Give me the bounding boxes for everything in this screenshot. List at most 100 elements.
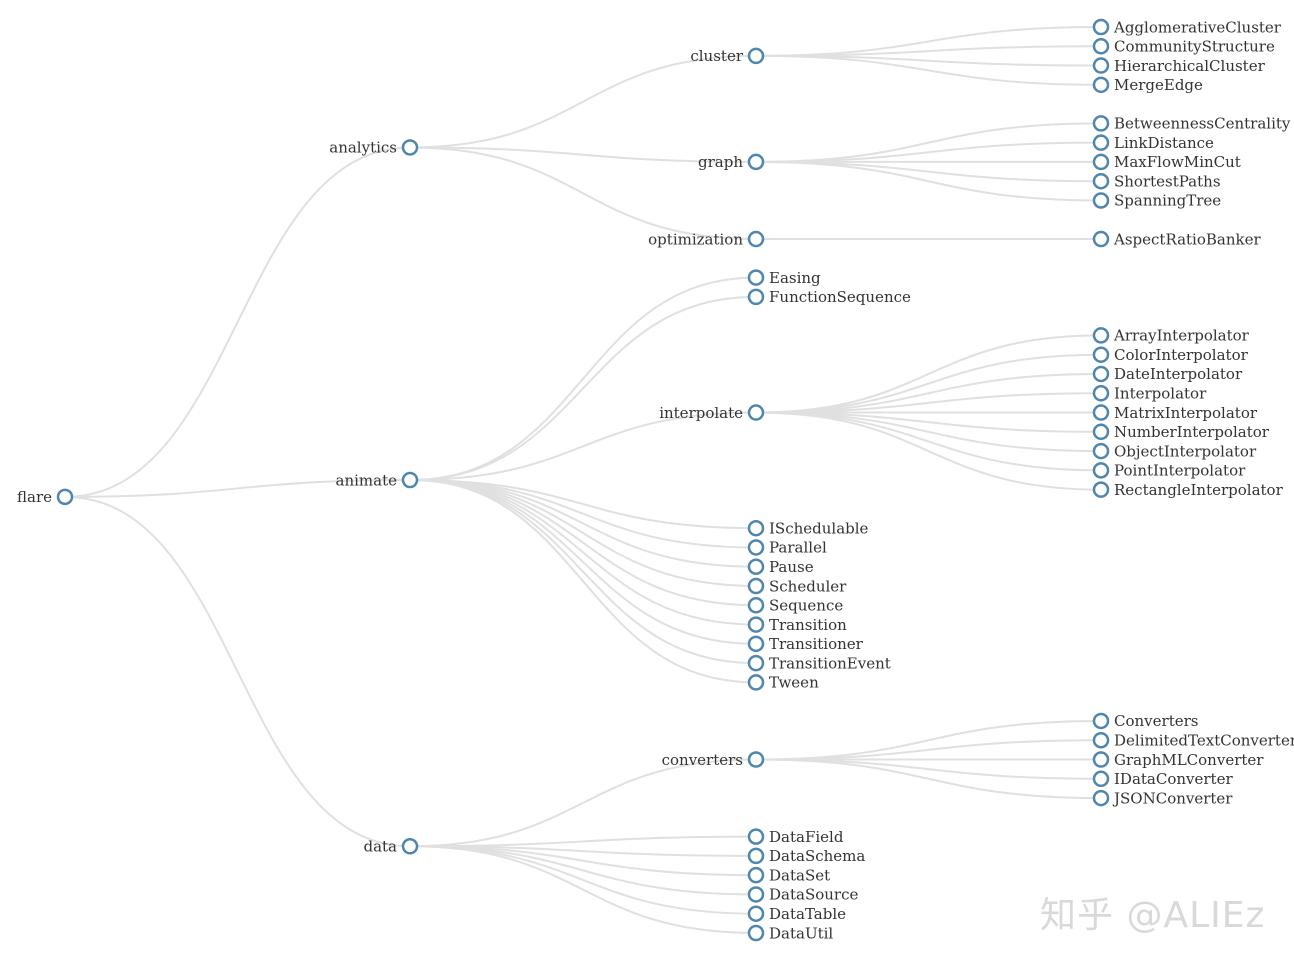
node-circle[interactable] — [747, 751, 765, 768]
node-ischedulable[interactable]: ISchedulable — [747, 519, 869, 537]
node-circle[interactable] — [1092, 38, 1110, 55]
node-circle[interactable] — [747, 597, 765, 614]
node-spanningtree[interactable]: SpanningTree — [1092, 192, 1221, 210]
node-circle[interactable] — [747, 539, 765, 556]
node-circle[interactable] — [1092, 385, 1110, 402]
node-data[interactable]: data — [363, 838, 419, 856]
node-circle[interactable] — [1092, 57, 1110, 74]
node-communitystructure[interactable]: CommunityStructure — [1092, 38, 1275, 56]
node-flare[interactable]: flare — [17, 488, 74, 506]
node-circle[interactable] — [747, 886, 765, 903]
node-circle[interactable] — [747, 153, 765, 171]
node-transitionevent[interactable]: TransitionEvent — [747, 654, 891, 672]
node-delimitedtextconverter[interactable]: DelimitedTextConverter — [1092, 731, 1294, 749]
node-converters[interactable]: converters — [662, 751, 765, 769]
node-pause[interactable]: Pause — [747, 558, 814, 576]
node-circle[interactable] — [1092, 18, 1110, 36]
node-circle[interactable] — [1092, 770, 1110, 788]
node-datatable[interactable]: DataTable — [747, 905, 846, 923]
node-circle[interactable] — [1092, 327, 1110, 344]
node-circle[interactable] — [1092, 731, 1110, 749]
node-idataconverter[interactable]: IDataConverter — [1092, 770, 1233, 788]
node-interpolate[interactable]: interpolate — [659, 404, 765, 422]
node-mergeedge[interactable]: MergeEdge — [1092, 76, 1203, 94]
node-circle[interactable] — [1092, 172, 1110, 190]
node-circle[interactable] — [1092, 712, 1110, 730]
node-circle[interactable] — [747, 269, 765, 286]
node-jsonconverter[interactable]: JSONConverter — [1092, 789, 1233, 807]
node-circle[interactable] — [747, 616, 765, 633]
node-objectinterpolator[interactable]: ObjectInterpolator — [1092, 442, 1257, 460]
node-graph[interactable]: graph — [698, 153, 765, 171]
node-circle[interactable] — [1092, 789, 1110, 807]
node-circle[interactable] — [56, 488, 74, 506]
node-rectangleinterpolator[interactable]: RectangleInterpolator — [1092, 481, 1284, 499]
node-circle[interactable] — [1092, 365, 1110, 383]
node-hierarchicalcluster[interactable]: HierarchicalCluster — [1092, 57, 1266, 75]
node-maxflowmincut[interactable]: MaxFlowMinCut — [1092, 153, 1241, 171]
node-circle[interactable] — [1092, 751, 1110, 768]
node-transitioner[interactable]: Transitioner — [747, 635, 864, 653]
node-circle[interactable] — [1092, 481, 1110, 498]
node-arrayinterpolator[interactable]: ArrayInterpolator — [1092, 327, 1250, 345]
node-circle[interactable] — [1092, 346, 1110, 363]
node-circle[interactable] — [401, 838, 419, 855]
node-graphmlconverter[interactable]: GraphMLConverter — [1092, 751, 1264, 769]
node-easing[interactable]: Easing — [747, 269, 821, 287]
node-circle[interactable] — [747, 654, 765, 672]
node-circle[interactable] — [1092, 134, 1110, 151]
node-circle[interactable] — [747, 47, 765, 65]
node-transition[interactable]: Transition — [747, 616, 847, 634]
node-circle[interactable] — [747, 577, 765, 595]
node-circle[interactable] — [401, 471, 419, 489]
node-circle[interactable] — [1092, 404, 1110, 421]
node-circle[interactable] — [747, 288, 765, 306]
node-cluster[interactable]: cluster — [690, 47, 765, 65]
node-circle[interactable] — [1092, 153, 1110, 171]
node-circle[interactable] — [1092, 442, 1110, 460]
node-circle[interactable] — [747, 674, 765, 691]
node-circle[interactable] — [747, 924, 765, 942]
node-circle[interactable] — [747, 519, 765, 537]
node-circle[interactable] — [1092, 423, 1110, 441]
node-datasource[interactable]: DataSource — [747, 886, 858, 904]
node-circle[interactable] — [747, 404, 765, 421]
node-tween[interactable]: Tween — [747, 674, 819, 692]
node-circle[interactable] — [747, 828, 765, 845]
node-betweennesscentrality[interactable]: BetweennessCentrality — [1092, 115, 1291, 133]
node-agglomerativecluster[interactable]: AgglomerativeCluster — [1092, 18, 1282, 36]
node-analytics[interactable]: analytics — [329, 139, 419, 157]
node-shortestpaths[interactable]: ShortestPaths — [1092, 172, 1221, 190]
node-circle[interactable] — [1092, 76, 1110, 94]
node-circle[interactable] — [1092, 192, 1110, 209]
node-circle[interactable] — [1092, 462, 1110, 479]
node-pointinterpolator[interactable]: PointInterpolator — [1092, 462, 1246, 480]
node-matrixinterpolator[interactable]: MatrixInterpolator — [1092, 404, 1258, 422]
node-dataset[interactable]: DataSet — [747, 866, 830, 884]
node-colorinterpolator[interactable]: ColorInterpolator — [1092, 346, 1249, 364]
node-aspectratiobanker[interactable]: AspectRatioBanker — [1092, 230, 1261, 248]
node-numberinterpolator[interactable]: NumberInterpolator — [1092, 423, 1270, 441]
node-circle[interactable] — [401, 139, 419, 156]
node-circle[interactable] — [1092, 230, 1110, 248]
node-sequence[interactable]: Sequence — [747, 597, 843, 615]
node-circle[interactable] — [747, 866, 765, 884]
node-circle[interactable] — [747, 905, 765, 922]
node-datafield[interactable]: DataField — [747, 828, 844, 846]
node-circle[interactable] — [747, 847, 765, 865]
node-circle[interactable] — [747, 558, 765, 575]
node-circle[interactable] — [747, 635, 765, 653]
node-linkdistance[interactable]: LinkDistance — [1092, 134, 1214, 152]
node-optimization[interactable]: optimization — [648, 230, 765, 248]
node-circle[interactable] — [747, 230, 765, 248]
node-circle[interactable] — [1092, 115, 1110, 132]
node-scheduler[interactable]: Scheduler — [747, 577, 847, 595]
node-converters[interactable]: Converters — [1092, 712, 1198, 730]
node-parallel[interactable]: Parallel — [747, 539, 827, 557]
node-dataschema[interactable]: DataSchema — [747, 847, 865, 865]
node-datautil[interactable]: DataUtil — [747, 924, 833, 942]
node-animate[interactable]: animate — [336, 471, 419, 489]
node-functionsequence[interactable]: FunctionSequence — [747, 288, 911, 306]
node-dateinterpolator[interactable]: DateInterpolator — [1092, 365, 1243, 383]
node-interpolator[interactable]: Interpolator — [1092, 385, 1207, 403]
